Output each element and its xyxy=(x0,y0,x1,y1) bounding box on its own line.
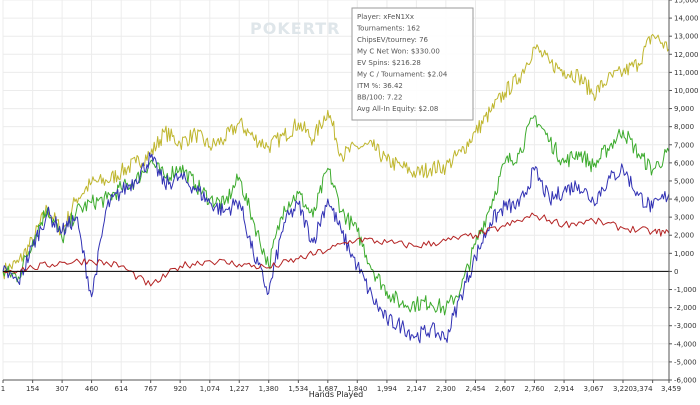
y-tick-label: -4,000 xyxy=(674,340,697,348)
y-tick-label: 4,000 xyxy=(674,196,694,204)
series-line-2 xyxy=(2,115,670,316)
y-tick-label: 0 xyxy=(674,268,678,276)
y-tick-label: -1,000 xyxy=(674,286,697,294)
x-tick-label: 2,760 xyxy=(524,385,544,393)
y-tick-label: 10,000 xyxy=(674,87,699,95)
series-line-3 xyxy=(2,152,670,344)
series-lines xyxy=(2,33,670,344)
stats-line: EV Spins: $216.28 xyxy=(357,59,421,67)
stats-box-frame xyxy=(351,7,474,121)
y-tick-label: -2,000 xyxy=(674,304,697,312)
x-tick-label: 920 xyxy=(173,385,186,393)
x-tick-label: 307 xyxy=(55,385,68,393)
y-tick-label: 2,000 xyxy=(674,232,694,240)
stats-line: Avg All-In Equity: $2.08 xyxy=(357,105,438,113)
stats-line: My C / Tournament: $2.04 xyxy=(357,71,448,79)
x-tick-label: 1,687 xyxy=(318,385,338,393)
y-tick-label: 6,000 xyxy=(674,159,694,167)
y-tick-label: 8,000 xyxy=(674,123,694,131)
watermark: POKERTR xyxy=(250,19,341,38)
stats-line: ChipsEV/tourney: 76 xyxy=(357,36,429,44)
stats-line: ITM %: 36.42 xyxy=(357,82,403,90)
y-tick-label: 3,000 xyxy=(674,214,694,222)
y-axis-ticks: -6,000 -5,000 -4,000 -3,000 -2,000 -1,000 0 1,0… xyxy=(669,0,699,385)
axes xyxy=(3,0,670,381)
y-tick-label: 5,000 xyxy=(674,177,694,185)
series-line-1 xyxy=(2,33,670,280)
x-tick-label: 1,074 xyxy=(200,385,221,393)
x-tick-label: 3,067 xyxy=(584,385,604,393)
y-tick-label: 7,000 xyxy=(674,141,694,149)
stats-tooltip: Player: xFeN1Xx Tournaments: 162 ChipsEV/t… xyxy=(351,7,474,121)
stats-line: Player: xFeN1Xx xyxy=(357,13,414,21)
x-tick-label: 3,374 xyxy=(633,385,654,393)
x-tick-label: 1 xyxy=(1,385,5,393)
x-tick-label: 1,534 xyxy=(288,385,309,393)
x-tick-label: 3,459 xyxy=(661,385,681,393)
x-tick-label: 460 xyxy=(85,385,98,393)
y-tick-label: -5,000 xyxy=(674,358,697,366)
x-tick-label: 2,454 xyxy=(465,385,486,393)
stats-line: BB/100: 7.22 xyxy=(357,94,403,102)
x-tick-label: 1,840 xyxy=(347,385,367,393)
x-tick-label: 154 xyxy=(26,385,40,393)
x-tick-label: 767 xyxy=(144,385,157,393)
y-tick-label: 9,000 xyxy=(674,105,694,113)
series-line-4 xyxy=(2,212,670,287)
x-tick-label: 2,914 xyxy=(554,385,575,393)
y-tick-label: -3,000 xyxy=(674,322,697,330)
y-tick-label: 15,000 xyxy=(674,0,699,5)
y-tick-label: 13,000 xyxy=(674,33,699,41)
x-tick-label: 3,220 xyxy=(613,385,633,393)
y-tick-label: 1,000 xyxy=(674,250,694,258)
x-tick-label: 2,607 xyxy=(495,385,515,393)
y-tick-label: -6,000 xyxy=(674,377,697,385)
x-axis-title: Hands Played xyxy=(309,390,363,399)
x-tick-label: 1,994 xyxy=(377,385,398,393)
stats-line: My C Net Won: $330.00 xyxy=(357,48,440,56)
x-tick-label: 614 xyxy=(115,385,129,393)
x-tick-label: 2,300 xyxy=(436,385,456,393)
x-tick-label: 1,227 xyxy=(229,385,249,393)
stats-line: Tournaments: 162 xyxy=(356,25,420,33)
x-tick-label: 1,380 xyxy=(259,385,279,393)
y-tick-label: 11,000 xyxy=(674,69,699,77)
y-tick-label: 12,000 xyxy=(674,51,699,59)
x-tick-label: 2,147 xyxy=(406,385,426,393)
y-tick-label: 14,000 xyxy=(674,15,699,23)
x-axis-ticks: 1 154 307 460 614 767 920 1,074 1,227 1,380 1,534 1… xyxy=(1,380,681,393)
